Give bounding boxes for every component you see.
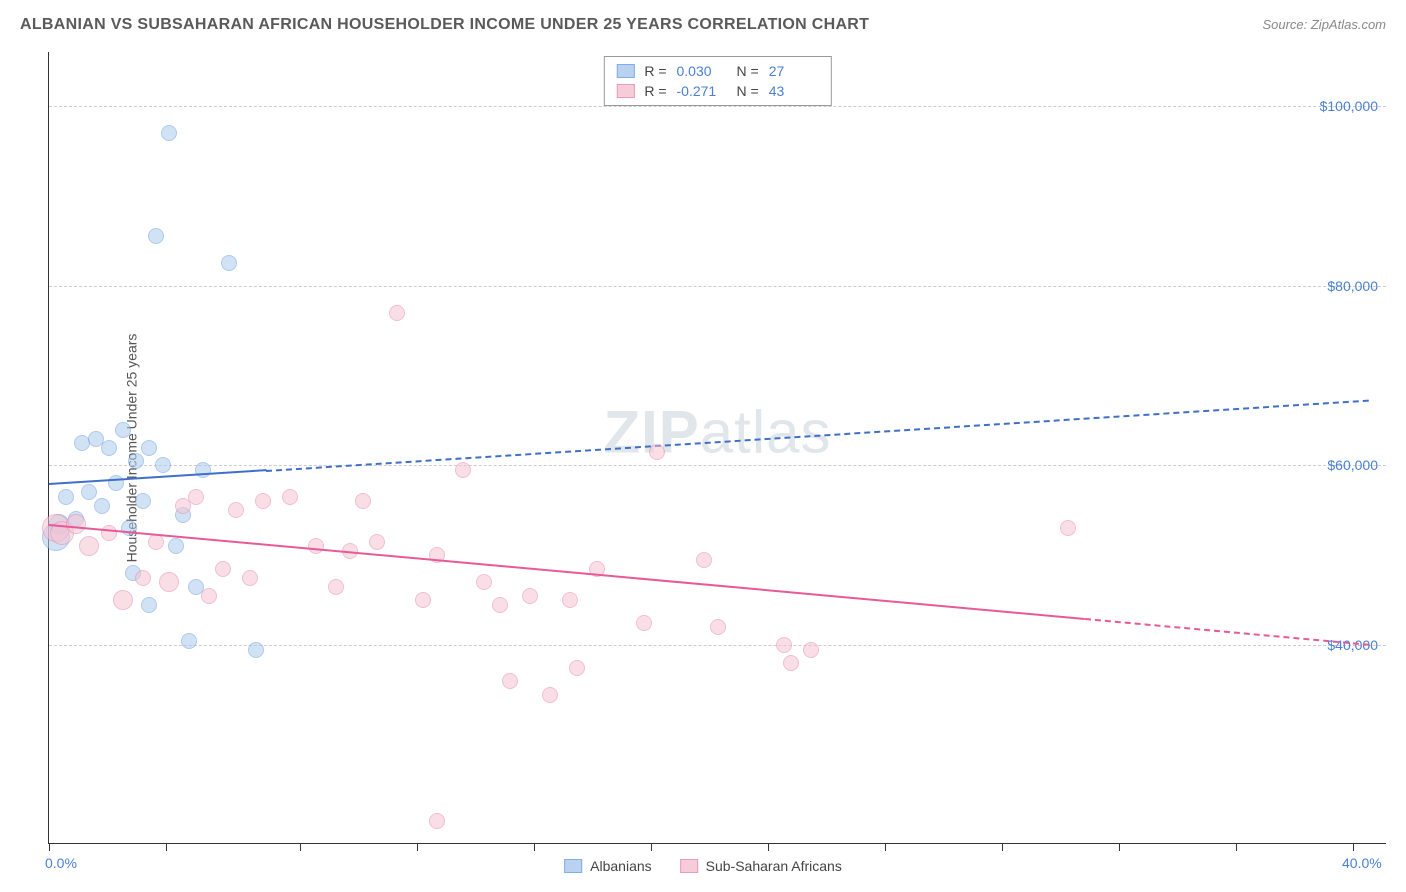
watermark: ZIPatlas: [603, 397, 831, 466]
swatch-icon: [680, 859, 698, 873]
data-point-albanians: [128, 453, 144, 469]
data-point-ssa: [242, 570, 258, 586]
data-point-albanians: [135, 493, 151, 509]
data-point-ssa: [803, 642, 819, 658]
x-tick: [300, 843, 301, 851]
correlation-legend: R = 0.030 N = 27 R = -0.271 N = 43: [603, 56, 831, 106]
data-point-ssa: [113, 590, 133, 610]
swatch-albanians: [616, 64, 634, 78]
data-point-albanians: [181, 633, 197, 649]
data-point-ssa: [66, 514, 86, 534]
data-point-ssa: [455, 462, 471, 478]
data-point-ssa: [328, 579, 344, 595]
trend-line: [266, 399, 1369, 471]
x-tick: [885, 843, 886, 851]
data-point-albanians: [81, 484, 97, 500]
data-point-ssa: [255, 493, 271, 509]
data-point-ssa: [569, 660, 585, 676]
data-point-ssa: [389, 305, 405, 321]
grid-line: [49, 106, 1386, 107]
data-point-ssa: [101, 525, 117, 541]
x-limit-label: 0.0%: [45, 855, 77, 871]
x-tick: [1353, 843, 1354, 851]
data-point-ssa: [215, 561, 231, 577]
data-point-ssa: [355, 493, 371, 509]
data-point-albanians: [148, 228, 164, 244]
legend-item-albanians: Albanians: [564, 858, 652, 874]
y-tick-label: $60,000: [1327, 457, 1378, 473]
data-point-ssa: [159, 572, 179, 592]
data-point-albanians: [168, 538, 184, 554]
data-point-albanians: [141, 440, 157, 456]
data-point-ssa: [783, 655, 799, 671]
r-value-albanians: 0.030: [677, 63, 727, 79]
data-point-ssa: [308, 538, 324, 554]
chart-source: Source: ZipAtlas.com: [1262, 17, 1386, 32]
data-point-ssa: [369, 534, 385, 550]
data-point-albanians: [155, 457, 171, 473]
data-point-ssa: [542, 687, 558, 703]
data-point-albanians: [94, 498, 110, 514]
data-point-ssa: [476, 574, 492, 590]
data-point-ssa: [135, 570, 151, 586]
y-tick-label: $80,000: [1327, 278, 1378, 294]
data-point-albanians: [101, 440, 117, 456]
swatch-icon: [564, 859, 582, 873]
chart-title: ALBANIAN VS SUBSAHARAN AFRICAN HOUSEHOLD…: [20, 16, 869, 34]
legend-row-ssa: R = -0.271 N = 43: [616, 81, 818, 101]
data-point-albanians: [195, 462, 211, 478]
data-point-ssa: [79, 536, 99, 556]
grid-line: [49, 286, 1386, 287]
data-point-albanians: [161, 125, 177, 141]
x-tick: [651, 843, 652, 851]
data-point-ssa: [649, 444, 665, 460]
x-tick: [49, 843, 50, 851]
data-point-albanians: [58, 489, 74, 505]
x-tick: [1236, 843, 1237, 851]
legend-row-albanians: R = 0.030 N = 27: [616, 61, 818, 81]
x-tick: [1002, 843, 1003, 851]
y-tick-label: $100,000: [1320, 98, 1378, 114]
scatter-chart: ZIPatlas Householder Income Under 25 yea…: [48, 52, 1386, 844]
x-tick: [1119, 843, 1120, 851]
legend-item-ssa: Sub-Saharan Africans: [680, 858, 842, 874]
x-tick: [417, 843, 418, 851]
n-value-albanians: 27: [769, 63, 819, 79]
data-point-ssa: [429, 813, 445, 829]
data-point-ssa: [188, 489, 204, 505]
x-tick: [768, 843, 769, 851]
data-point-ssa: [710, 619, 726, 635]
x-limit-label: 40.0%: [1342, 855, 1382, 871]
series-legend: Albanians Sub-Saharan Africans: [564, 858, 842, 874]
x-tick: [534, 843, 535, 851]
data-point-ssa: [1060, 520, 1076, 536]
data-point-ssa: [201, 588, 217, 604]
data-point-ssa: [282, 489, 298, 505]
chart-header: ALBANIAN VS SUBSAHARAN AFRICAN HOUSEHOLD…: [20, 16, 1386, 34]
data-point-albanians: [115, 422, 131, 438]
data-point-albanians: [248, 642, 264, 658]
data-point-ssa: [415, 592, 431, 608]
swatch-ssa: [616, 84, 634, 98]
grid-line: [49, 465, 1386, 466]
data-point-ssa: [522, 588, 538, 604]
x-tick: [166, 843, 167, 851]
data-point-ssa: [562, 592, 578, 608]
data-point-albanians: [141, 597, 157, 613]
data-point-ssa: [636, 615, 652, 631]
data-point-ssa: [228, 502, 244, 518]
n-value-ssa: 43: [769, 83, 819, 99]
r-value-ssa: -0.271: [677, 83, 727, 99]
data-point-ssa: [776, 637, 792, 653]
data-point-albanians: [221, 255, 237, 271]
data-point-albanians: [121, 520, 137, 536]
data-point-ssa: [696, 552, 712, 568]
trend-line: [1085, 618, 1369, 646]
data-point-ssa: [492, 597, 508, 613]
data-point-ssa: [502, 673, 518, 689]
y-tick-label: $40,000: [1327, 637, 1378, 653]
